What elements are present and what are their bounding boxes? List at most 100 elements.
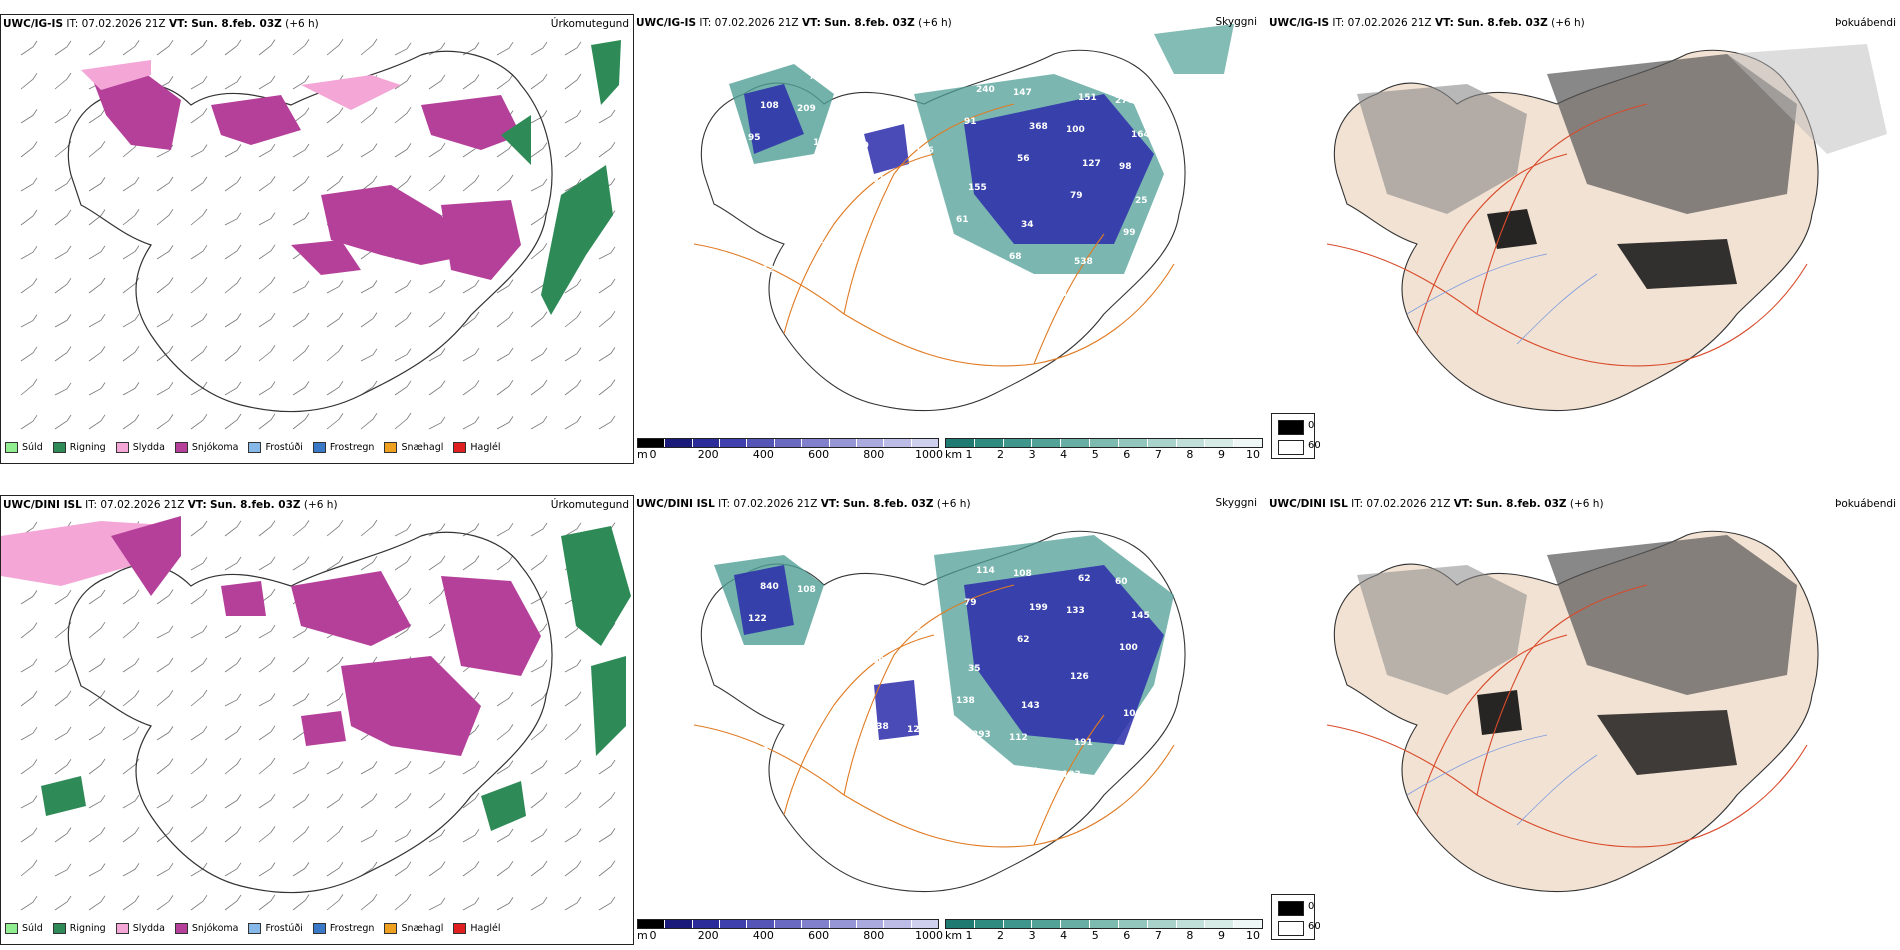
colorbar-tick: 0	[649, 448, 657, 461]
colorbar-tick: 2	[997, 448, 1005, 461]
wind-barb	[428, 861, 446, 877]
colorbar-cell	[1118, 439, 1148, 447]
legend-item: Frostregn	[312, 923, 375, 934]
wind-barb	[156, 826, 174, 843]
sky-value-label: 62	[1017, 635, 1030, 645]
wind-barb	[462, 174, 480, 192]
ceiling-visibility-panel-top: UWC/IG-IS IT: 07.02.2026 21Z VT: Sun. 8.…	[634, 14, 1267, 464]
sky-value-label: 73	[756, 746, 769, 756]
wind-barb	[258, 75, 276, 90]
wind-barb	[428, 74, 446, 90]
wind-barb	[54, 414, 72, 430]
fog-panel-top: UWC/IG-IS IT: 07.02.2026 21Z VT: Sun. 8.…	[1267, 14, 1900, 464]
wind-barb	[292, 793, 310, 809]
sky-value-label: 95	[748, 133, 761, 143]
wind-barb	[258, 725, 276, 741]
wind-barb	[496, 760, 514, 775]
wind-barb	[156, 758, 174, 775]
wind-barb	[156, 176, 174, 192]
wind-barb	[224, 826, 242, 843]
sky-value-label: 79	[964, 598, 977, 608]
wind-barb	[496, 828, 514, 843]
wind-barb	[598, 828, 616, 843]
legend-swatch	[384, 442, 398, 453]
sky-value-label: 78	[972, 249, 985, 259]
wind-barb	[224, 345, 242, 362]
legend-label: Frostúði	[265, 923, 303, 934]
wind-barb	[530, 347, 548, 362]
fog-legend-swatch	[1278, 440, 1304, 455]
colorbar-tick: 8	[1186, 929, 1194, 942]
wind-barb	[292, 75, 310, 90]
wind-barb	[20, 209, 38, 226]
colorbar-cell	[1205, 920, 1235, 928]
legend-swatch	[174, 442, 188, 453]
legend-label: Frostregn	[329, 923, 375, 934]
wind-barb	[530, 792, 548, 809]
legend-label: Snæhagl	[401, 442, 444, 453]
legend-label: Snæhagl	[401, 923, 444, 934]
fog-panel-bottom: UWC/DINI ISL IT: 07.02.2026 21Z VT: Sun.…	[1267, 495, 1900, 945]
colorbar-tick: 7	[1154, 448, 1162, 461]
wind-barb	[462, 555, 480, 571]
colorbar-cell	[1176, 439, 1206, 447]
wind-barb	[564, 73, 582, 90]
wind-barb	[598, 379, 616, 396]
wind-barb	[496, 379, 514, 396]
colorbar-tick: 1	[965, 448, 973, 461]
colorbar-tick: 800	[863, 929, 885, 942]
wind-barb	[564, 379, 582, 396]
legend-label: Snjókoma	[191, 923, 239, 934]
legend-item: Slydda	[115, 923, 165, 934]
legend-label: Haglél	[470, 442, 501, 453]
wind-barb	[122, 589, 140, 605]
wind-barb	[292, 693, 310, 707]
wind-barb	[224, 413, 242, 430]
wind-barb	[88, 313, 106, 328]
fog-legend-label: 60	[1308, 440, 1321, 451]
legend-label: Slydda	[132, 442, 165, 453]
wind-barb	[292, 862, 310, 877]
colorbar-tick: 200	[697, 448, 719, 461]
wind-barb	[360, 555, 378, 571]
sky-value-label: 187	[923, 759, 942, 769]
wind-barb	[326, 692, 344, 707]
colorbar-cell	[1147, 439, 1177, 447]
wind-barb	[258, 894, 276, 911]
wind-barb	[564, 659, 582, 673]
wind-barb	[530, 860, 548, 877]
wind-barb	[496, 691, 514, 707]
wind-barb	[360, 107, 378, 124]
wind-barb	[496, 724, 514, 741]
wind-barb	[258, 693, 276, 707]
wind-barb	[394, 760, 412, 775]
wind-barb	[564, 723, 582, 741]
sky-value-label: 106	[1123, 709, 1142, 719]
legend-item: Snæhagl	[384, 442, 443, 453]
wind-barb	[190, 108, 208, 124]
sky-value-label: 140	[862, 590, 881, 600]
legend-label: Frostúði	[265, 442, 303, 453]
wind-barb	[462, 760, 480, 775]
sky-value-label: 25	[1135, 196, 1148, 206]
colorbar-tick: 2	[997, 929, 1005, 942]
wind-barb	[156, 657, 174, 673]
panel-label-sky-top: Skyggni	[1215, 16, 1258, 28]
wind-barb	[292, 175, 310, 192]
panel-label-precip-bottom: Úrkomutegund	[550, 499, 629, 511]
legend-swatch	[52, 923, 66, 934]
fog-legend-top: 0 60	[1271, 413, 1321, 459]
colorbar-tick: 8	[1186, 448, 1194, 461]
wind-barb	[564, 41, 582, 56]
panel-title-sky-top: UWC/IG-IS IT: 07.02.2026 21Z VT: Sun. 8.…	[636, 17, 952, 29]
wind-barb	[360, 38, 378, 56]
precip-legend-bottom: Súld Rigning Slydda Snjókoma Frostúði Frostre…	[5, 923, 501, 934]
wind-barb	[156, 144, 174, 158]
fog-legend-label: 0	[1308, 901, 1315, 912]
wind-barb	[394, 348, 412, 362]
sky-value-label: 95	[801, 170, 814, 180]
sky-value-label: 164	[1131, 130, 1150, 140]
wind-barb	[20, 658, 38, 673]
colorbar-cell	[692, 920, 721, 928]
wind-barb	[428, 897, 446, 911]
